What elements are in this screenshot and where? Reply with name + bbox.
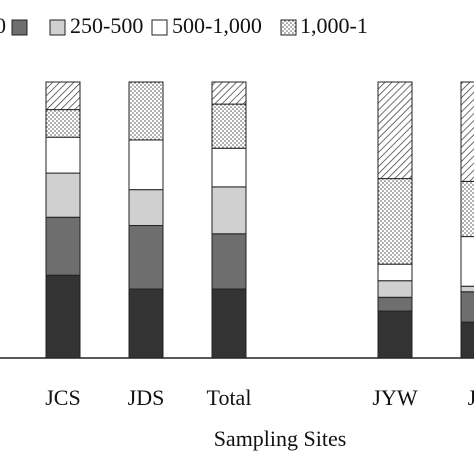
x-tick-label: Total bbox=[207, 385, 252, 410]
bar-segment bbox=[377, 310, 413, 359]
bar-segment bbox=[460, 236, 474, 287]
bar-segment bbox=[460, 321, 474, 359]
bar-segment bbox=[211, 147, 247, 188]
x-axis-label: Sampling Sites bbox=[214, 426, 347, 451]
bar-segment bbox=[460, 291, 474, 323]
bar-segment bbox=[128, 139, 164, 191]
x-tick-label: JDS bbox=[128, 385, 165, 410]
bar-segment bbox=[211, 81, 247, 105]
legend-swatch bbox=[151, 19, 168, 36]
bar-segment bbox=[211, 103, 247, 149]
x-tick-label: JS bbox=[468, 385, 474, 410]
legend-swatch bbox=[280, 19, 297, 36]
bar-segment bbox=[45, 274, 81, 359]
x-tick-label: JCS bbox=[45, 385, 80, 410]
bar-segment bbox=[45, 216, 81, 276]
legend-label: 250 bbox=[0, 13, 6, 38]
legend-swatch bbox=[11, 19, 28, 36]
bar-segment bbox=[45, 136, 81, 174]
bar-segment bbox=[460, 81, 474, 182]
bar-segment bbox=[377, 263, 413, 282]
bar-segment bbox=[211, 186, 247, 235]
bar-segment bbox=[211, 288, 247, 359]
bar-segment bbox=[128, 225, 164, 290]
bar-segment bbox=[460, 180, 474, 238]
bar-segment bbox=[377, 178, 413, 265]
bar-segment bbox=[377, 296, 413, 312]
bar-segment bbox=[45, 109, 81, 138]
bar-segment bbox=[377, 81, 413, 180]
legend-label: 1,000-1 bbox=[300, 13, 368, 38]
bar-segment bbox=[211, 233, 247, 290]
legend-label: 500-1,000 bbox=[172, 13, 262, 38]
bar-segment bbox=[377, 280, 413, 298]
x-tick-label: JYW bbox=[372, 385, 417, 410]
bar-segment bbox=[45, 81, 81, 111]
bar-segment bbox=[128, 81, 164, 141]
legend-swatch bbox=[49, 19, 66, 36]
bar-segment bbox=[128, 288, 164, 359]
legend-label: 250-500 bbox=[70, 13, 143, 38]
bar-segment bbox=[128, 189, 164, 227]
bar-segment bbox=[460, 285, 474, 293]
bar-segment bbox=[45, 172, 81, 218]
